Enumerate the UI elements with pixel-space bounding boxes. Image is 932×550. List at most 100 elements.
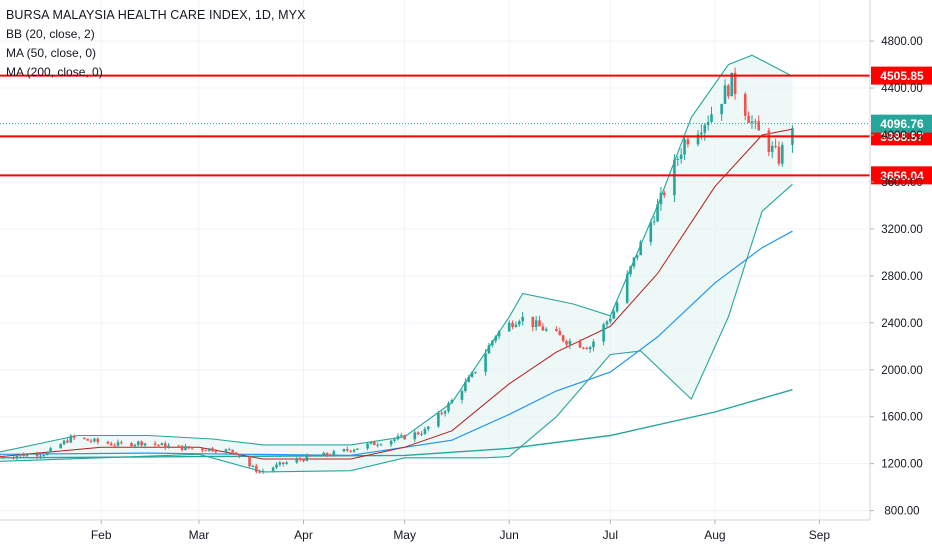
candle-body (157, 444, 160, 446)
candle-body (22, 454, 25, 457)
candle-body (12, 457, 15, 459)
candle-body (2, 456, 5, 458)
candle-body (373, 441, 376, 445)
candle-body (659, 192, 663, 205)
candle-body (484, 353, 487, 372)
y-tick-label: 4000.00 (881, 130, 923, 142)
candle-body (160, 443, 164, 446)
legend-title: BURSA MALAYSIA HEALTH CARE INDEX, 1D, MY… (6, 8, 306, 22)
candle-body (325, 452, 329, 456)
y-tick-label: 1200.00 (881, 459, 923, 471)
candle-body (187, 446, 191, 449)
level-label: 3656.04 (880, 169, 924, 183)
candle-body (190, 448, 194, 450)
candle-body (733, 72, 737, 94)
ma200-line (0, 389, 793, 459)
candle-body (602, 324, 605, 342)
candle-body (612, 311, 616, 319)
candle-body (167, 445, 170, 449)
candle-body (679, 154, 683, 160)
candle-body (521, 316, 524, 322)
candle-body (531, 316, 535, 328)
candle-body (163, 443, 167, 449)
candle-body (541, 326, 545, 331)
candle-body (140, 441, 143, 446)
candle-body (356, 448, 359, 450)
y-tick-label: 3600.00 (881, 177, 923, 189)
x-tick-label: Jul (603, 528, 618, 542)
candle-body (93, 438, 96, 442)
candle-body (625, 274, 629, 303)
candle-body (177, 445, 181, 447)
candle-body (109, 443, 113, 446)
candle-body (743, 93, 747, 116)
candle-body (238, 454, 241, 457)
candle-body (69, 435, 73, 443)
candle-body (66, 440, 69, 443)
candle-body (96, 438, 100, 442)
candle-body (413, 432, 417, 440)
candle-body (754, 121, 757, 123)
candle-body (518, 321, 521, 325)
candle-body (0, 456, 2, 458)
candle-body (568, 340, 572, 345)
bb-fill-area (0, 55, 793, 472)
legend-bb[interactable]: BB (20, close, 2) (6, 27, 95, 41)
candle-body (329, 455, 332, 457)
candle-body (420, 433, 423, 435)
chart-legend: BURSA MALAYSIA HEALTH CARE INDEX, 1D, MY… (6, 6, 306, 82)
candle-body (106, 441, 110, 444)
candle-body (207, 448, 211, 451)
y-tick-label: 800.00 (884, 506, 919, 518)
axes: 800.00 1200.00 1600.00 2000.00 2400.00 2800.0… (0, 0, 923, 542)
candle-body (723, 85, 727, 104)
candle-body (352, 449, 356, 452)
candle-body (342, 449, 346, 452)
legend-ma200[interactable]: MA (200, close, 0) (6, 65, 103, 79)
candle-body (258, 471, 261, 473)
candle-body (491, 340, 494, 346)
candle-body (322, 452, 326, 456)
candle-body (757, 121, 761, 131)
candle-body (18, 454, 22, 456)
candle-body (251, 465, 255, 467)
y-tick-label: 2000.00 (881, 365, 923, 377)
candle-body (450, 399, 454, 404)
y-tick-label: 1600.00 (881, 412, 923, 424)
legend-ma50[interactable]: MA (50, close, 0) (6, 46, 97, 60)
candle-body (534, 320, 538, 328)
candle-body (228, 449, 231, 451)
level-label: 3988.57 (880, 130, 924, 144)
candle-body (231, 449, 234, 453)
candle-body (130, 443, 133, 447)
candle-body (767, 130, 771, 152)
candle-body (561, 335, 565, 342)
candle-body (113, 445, 116, 447)
candle-body (116, 442, 120, 446)
candle-body (42, 455, 46, 457)
candle-body (423, 428, 427, 434)
candle-body (720, 103, 723, 115)
candle-body (487, 345, 491, 354)
x-tick-label: Mar (189, 528, 210, 542)
candle-body (369, 441, 373, 444)
candle-body (346, 449, 349, 451)
x-tick-label: Jun (500, 528, 519, 542)
candle-body (281, 462, 285, 464)
x-tick-label: Sep (809, 528, 831, 542)
candle-body (416, 432, 420, 435)
candle-body (447, 403, 450, 412)
candles (0, 67, 794, 475)
horizontal-levels[interactable]: 4505.85 3988.57 3656.04 4096.76 (0, 66, 932, 185)
candle-body (275, 464, 278, 468)
candle-body (153, 443, 157, 445)
candle-body (511, 322, 514, 328)
candle-body (396, 436, 400, 440)
candle-body (676, 159, 680, 161)
candle-body (25, 454, 29, 457)
x-tick-label: Feb (91, 528, 112, 542)
candle-body (49, 448, 52, 453)
candle-body (72, 435, 76, 438)
candle-body (663, 192, 666, 196)
